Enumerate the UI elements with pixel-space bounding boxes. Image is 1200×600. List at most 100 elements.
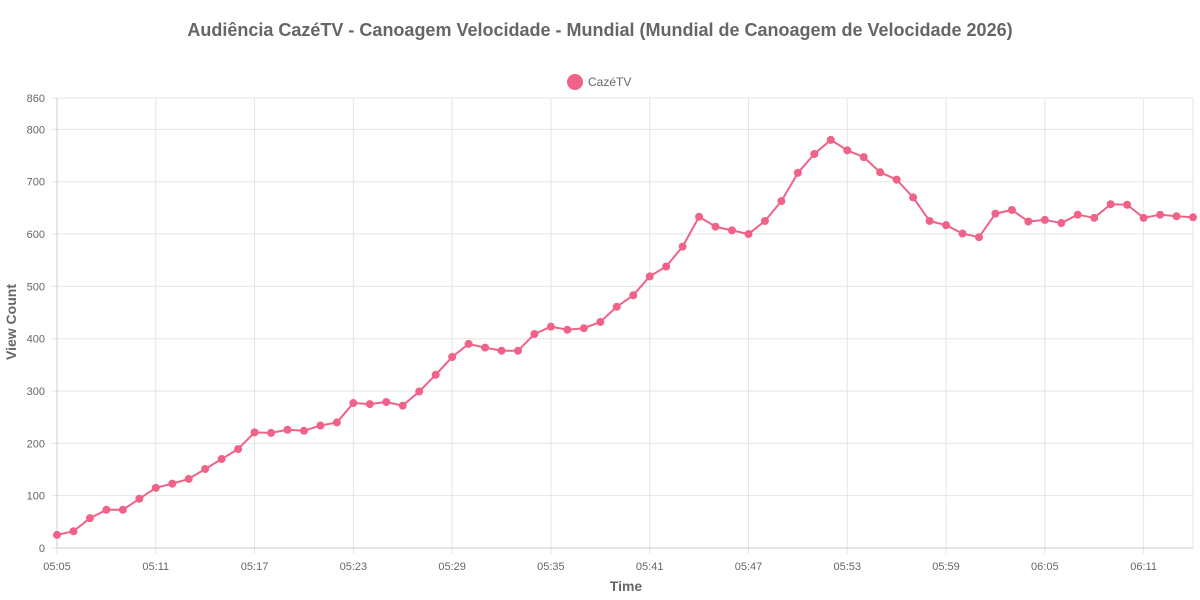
data-point[interactable] (793, 168, 802, 177)
data-point[interactable] (596, 317, 605, 326)
data-point[interactable] (760, 216, 769, 225)
data-point[interactable] (267, 428, 276, 437)
y-tick-label: 400 (27, 334, 45, 346)
data-point[interactable] (118, 505, 127, 514)
data-point[interactable] (151, 483, 160, 492)
data-point[interactable] (925, 216, 934, 225)
y-tick-label: 860 (27, 93, 45, 105)
data-point[interactable] (464, 339, 473, 348)
data-point[interactable] (744, 230, 753, 239)
data-point[interactable] (1057, 219, 1066, 228)
data-point[interactable] (448, 353, 457, 362)
data-point[interactable] (1090, 213, 1099, 222)
data-point[interactable] (365, 400, 374, 409)
data-point[interactable] (645, 272, 654, 281)
data-point[interactable] (1189, 213, 1197, 222)
data-point[interactable] (69, 527, 78, 536)
grid (51, 97, 1194, 554)
data-point[interactable] (843, 146, 852, 155)
data-point[interactable] (563, 325, 572, 334)
x-tick-label: 05:59 (932, 561, 960, 573)
data-point[interactable] (958, 229, 967, 238)
data-point[interactable] (662, 262, 671, 271)
legend-label: CazéTV (588, 75, 631, 89)
series-cazetv (53, 135, 1197, 539)
data-point[interactable] (546, 322, 555, 331)
x-tick-label: 05:47 (735, 561, 763, 573)
data-point[interactable] (250, 428, 259, 437)
data-point[interactable] (991, 209, 1000, 218)
data-point[interactable] (1123, 200, 1132, 209)
data-point[interactable] (859, 153, 868, 162)
x-tick-label: 05:17 (241, 561, 269, 573)
legend[interactable]: CazéTV (567, 74, 631, 90)
data-point[interactable] (974, 233, 983, 242)
data-point[interactable] (431, 370, 440, 379)
legend-marker (567, 74, 583, 90)
data-point[interactable] (711, 222, 720, 231)
data-point[interactable] (332, 418, 341, 427)
data-point[interactable] (234, 445, 243, 454)
data-point[interactable] (728, 226, 737, 235)
y-tick-label: 100 (27, 491, 45, 503)
data-point[interactable] (892, 175, 901, 184)
data-point[interactable] (398, 401, 407, 410)
data-point[interactable] (102, 505, 111, 514)
x-tick-label: 05:29 (438, 561, 466, 573)
data-point[interactable] (1156, 210, 1165, 219)
data-point[interactable] (415, 387, 424, 396)
chart-title: Audiência CazéTV - Canoagem Velocidade -… (187, 20, 1012, 40)
data-point[interactable] (876, 168, 885, 177)
data-point[interactable] (53, 530, 61, 539)
y-axis-ticks: 0 100 200 300 400 500 600 700 800 860 (27, 93, 45, 555)
data-point[interactable] (777, 197, 786, 206)
y-tick-label: 800 (27, 124, 45, 136)
y-tick-label: 300 (27, 386, 45, 398)
data-point[interactable] (579, 324, 588, 333)
data-point[interactable] (513, 346, 522, 355)
y-tick-label: 600 (27, 229, 45, 241)
data-point[interactable] (299, 426, 308, 435)
data-point[interactable] (1040, 215, 1049, 224)
data-point[interactable] (1106, 200, 1115, 209)
x-tick-label: 05:23 (340, 561, 368, 573)
data-point[interactable] (184, 474, 193, 483)
data-point[interactable] (217, 455, 226, 464)
data-point[interactable] (695, 212, 704, 221)
data-point[interactable] (1139, 213, 1148, 222)
data-point[interactable] (497, 346, 506, 355)
data-point[interactable] (85, 514, 94, 523)
x-axis-label: Time (610, 578, 643, 594)
data-point[interactable] (629, 291, 638, 300)
data-point[interactable] (909, 193, 918, 202)
data-point[interactable] (349, 399, 358, 408)
data-point[interactable] (530, 329, 539, 338)
data-point[interactable] (1073, 210, 1082, 219)
x-tick-label: 05:11 (142, 561, 169, 573)
x-tick-label: 05:53 (833, 561, 861, 573)
data-point[interactable] (942, 221, 951, 230)
data-point[interactable] (1007, 205, 1016, 214)
data-point[interactable] (283, 425, 292, 434)
data-point[interactable] (810, 149, 819, 158)
data-point[interactable] (826, 135, 835, 144)
x-tick-label: 06:05 (1031, 561, 1059, 573)
data-point[interactable] (135, 494, 144, 503)
x-tick-label: 05:35 (537, 561, 565, 573)
data-point[interactable] (612, 302, 621, 311)
x-tick-label: 05:05 (43, 561, 71, 573)
y-tick-label: 200 (27, 438, 45, 450)
data-point[interactable] (316, 421, 325, 430)
data-point[interactable] (678, 242, 687, 251)
data-point[interactable] (201, 464, 210, 473)
x-axis-ticks: 05:05 05:11 05:17 05:23 05:29 05:35 05:41 05:47… (43, 561, 1157, 573)
data-point[interactable] (481, 343, 490, 352)
data-point[interactable] (382, 398, 391, 407)
data-point[interactable] (1024, 217, 1033, 226)
y-tick-label: 700 (27, 177, 45, 189)
data-point[interactable] (1172, 212, 1181, 221)
y-tick-label: 500 (27, 281, 45, 293)
data-point[interactable] (168, 479, 177, 488)
